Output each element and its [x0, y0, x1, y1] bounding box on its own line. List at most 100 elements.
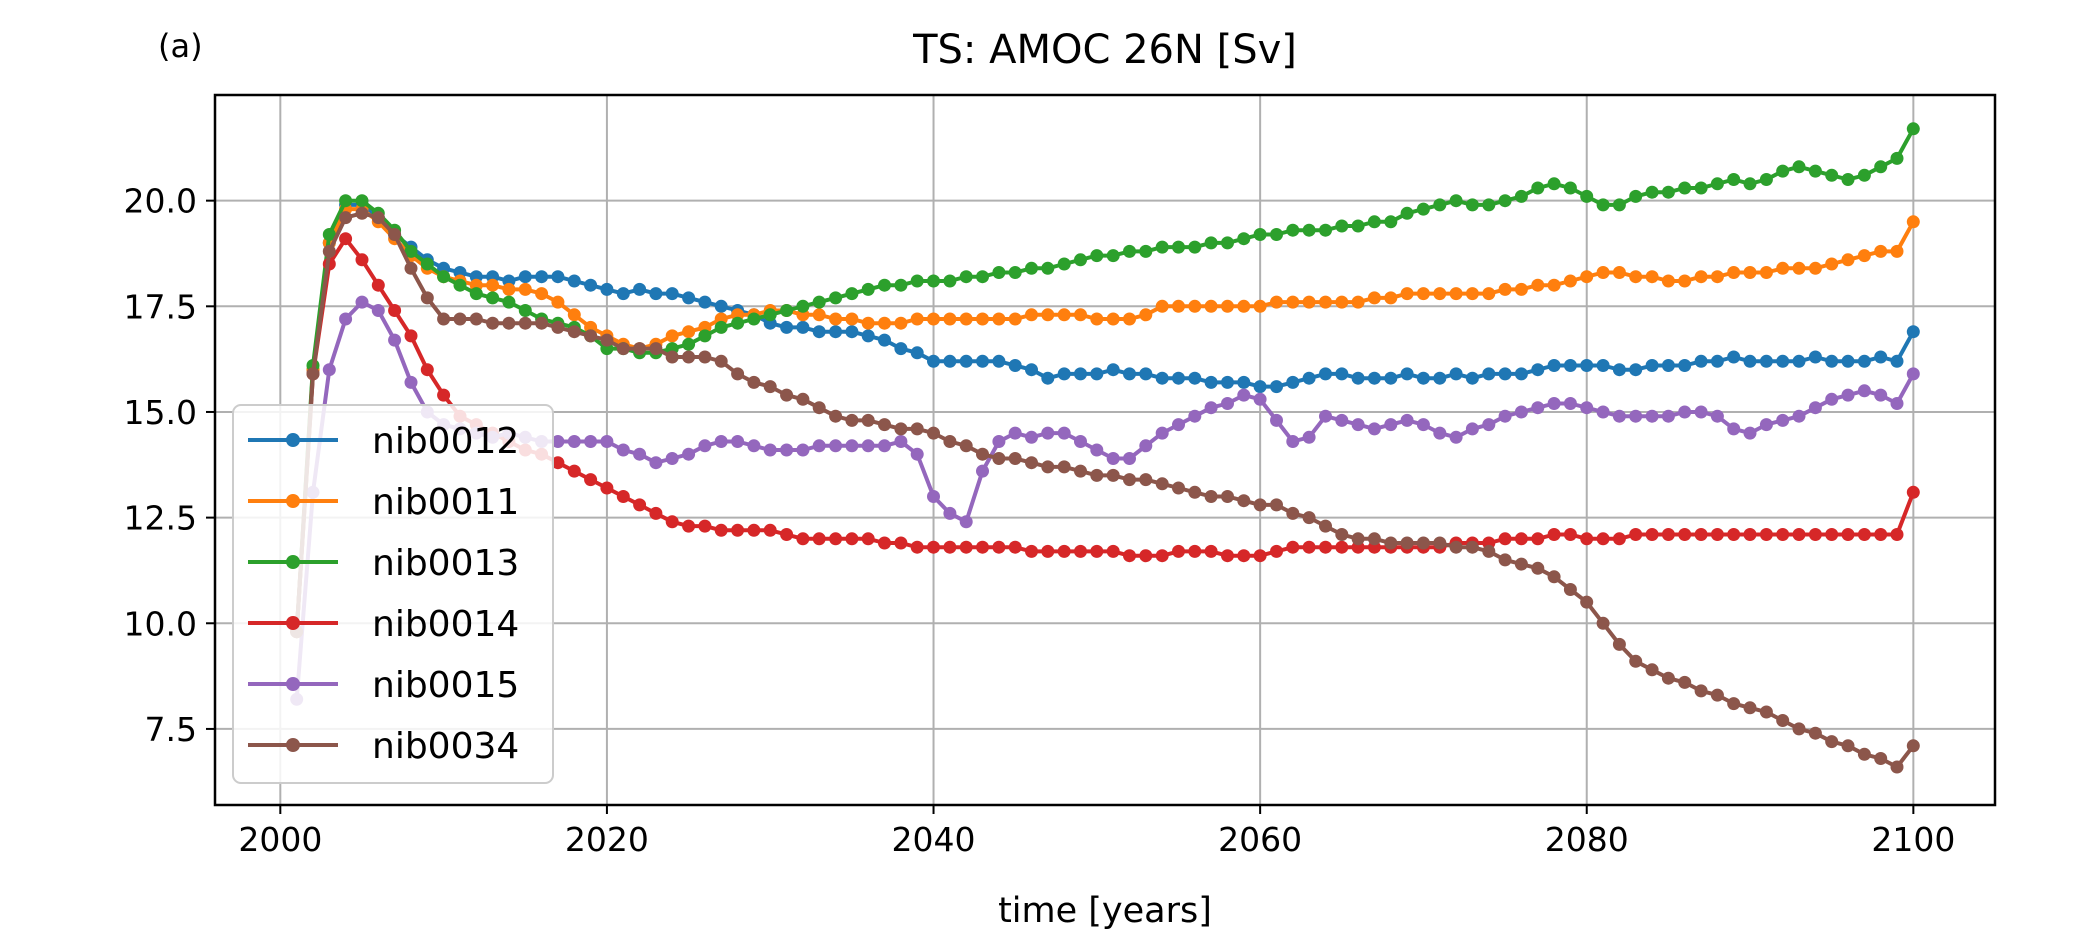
data-point-nib0015 [649, 456, 663, 470]
data-point-nib0013 [1465, 198, 1479, 212]
data-point-nib0034 [1221, 490, 1234, 503]
series-line-nib0015 [294, 300, 1916, 700]
data-point-nib0013 [1237, 232, 1251, 246]
data-point-nib0011 [1237, 299, 1251, 313]
data-point-nib0014 [1727, 528, 1741, 541]
legend-label: nib0011 [372, 482, 519, 523]
data-point-nib0014 [829, 532, 843, 546]
data-point-nib0012 [845, 325, 859, 339]
data-point-nib0011 [1727, 266, 1741, 279]
data-point-nib0014 [1319, 540, 1332, 554]
data-point-nib0011 [1270, 295, 1283, 309]
data-point-nib0011 [878, 316, 891, 330]
series-line-nib0013 [294, 127, 1916, 632]
data-point-nib0013 [1825, 168, 1839, 182]
data-point-nib0013 [1041, 261, 1055, 275]
data-point-nib0012 [812, 325, 826, 339]
data-point-nib0014 [1335, 540, 1349, 554]
data-point-nib0012 [714, 299, 728, 313]
data-point-nib0014 [1857, 528, 1871, 541]
data-point-nib0011 [1204, 299, 1218, 313]
data-point-nib0015 [551, 435, 565, 448]
legend-swatch-marker [286, 738, 300, 752]
data-point-nib0014 [959, 540, 973, 554]
data-point-nib0014 [420, 363, 434, 377]
data-point-nib0014 [1645, 528, 1659, 541]
data-point-nib0011 [682, 325, 696, 339]
data-point-nib0034 [1825, 735, 1839, 749]
data-point-nib0012 [1123, 367, 1136, 381]
data-point-nib0013 [1661, 185, 1675, 199]
data-point-nib0011 [1465, 287, 1479, 301]
data-point-nib0015 [1727, 422, 1741, 436]
data-point-nib0014 [339, 232, 353, 246]
data-point-nib0014 [1188, 544, 1202, 558]
data-point-nib0012 [1008, 359, 1022, 372]
data-point-nib0013 [731, 316, 745, 330]
data-point-nib0015 [665, 452, 679, 465]
data-point-nib0034 [1498, 553, 1512, 567]
data-point-nib0013 [927, 274, 940, 288]
data-point-nib0013 [1759, 173, 1773, 186]
data-point-nib0014 [1139, 549, 1153, 563]
data-point-nib0014 [1498, 532, 1512, 546]
data-point-nib0011 [1841, 253, 1855, 267]
data-point-nib0034 [1694, 684, 1708, 698]
data-point-nib0014 [665, 515, 679, 529]
data-point-nib0014 [714, 523, 728, 537]
data-point-nib0012 [1221, 375, 1234, 389]
data-point-nib0034 [1090, 468, 1104, 482]
data-point-nib0014 [1906, 485, 1920, 499]
data-point-nib0012 [1841, 354, 1855, 368]
data-point-nib0034 [812, 401, 826, 415]
x-tick-label: 2100 [1871, 820, 1955, 859]
data-point-nib0034 [1057, 460, 1071, 474]
data-point-nib0034 [1172, 481, 1185, 495]
data-point-nib0015 [698, 439, 712, 453]
data-point-nib0034 [1645, 663, 1659, 677]
data-point-nib0011 [943, 312, 957, 326]
data-point-nib0014 [1270, 544, 1283, 558]
data-point-nib0015 [1172, 418, 1185, 432]
data-point-nib0013 [1400, 206, 1414, 220]
data-point-nib0011 [1074, 308, 1087, 322]
data-point-nib0011 [1302, 295, 1316, 309]
data-point-nib0034 [306, 367, 320, 381]
data-point-nib0015 [1139, 439, 1153, 453]
data-point-nib0014 [371, 278, 385, 292]
data-point-nib0015 [1514, 405, 1528, 419]
y-tick-label: 17.5 [124, 287, 197, 326]
data-point-nib0012 [1629, 363, 1643, 377]
data-point-nib0014 [1008, 540, 1022, 554]
data-point-nib0034 [1139, 473, 1153, 487]
data-point-nib0034 [1433, 536, 1447, 550]
data-point-nib0012 [894, 342, 908, 356]
data-point-nib0014 [861, 532, 875, 546]
legend-label: nib0015 [372, 665, 519, 706]
legend-item-nib0015: nib0015 [248, 665, 519, 706]
data-point-nib0013 [682, 337, 696, 351]
data-point-nib0011 [1172, 299, 1185, 313]
data-point-nib0015 [1498, 409, 1512, 423]
data-point-nib0012 [616, 287, 630, 301]
data-point-nib0034 [1629, 654, 1643, 668]
data-point-nib0034 [1743, 701, 1757, 715]
data-point-nib0034 [747, 375, 761, 389]
data-point-nib0034 [1890, 760, 1904, 774]
data-point-nib0012 [698, 295, 712, 309]
data-point-nib0012 [1808, 350, 1822, 364]
data-point-nib0011 [1531, 278, 1545, 292]
data-point-nib0012 [910, 346, 924, 360]
data-point-nib0014 [910, 540, 924, 554]
legend-label: nib0034 [372, 726, 519, 767]
data-point-nib0012 [682, 291, 696, 305]
data-point-nib0034 [1514, 557, 1528, 571]
data-point-nib0015 [1776, 413, 1790, 427]
data-point-nib0012 [1498, 367, 1512, 381]
data-point-nib0013 [992, 266, 1006, 279]
data-point-nib0034 [1270, 498, 1283, 512]
series-line-nib0034 [294, 211, 1915, 769]
data-point-nib0034 [1041, 460, 1055, 474]
data-point-nib0034 [633, 342, 647, 356]
data-point-nib0013 [763, 308, 777, 322]
